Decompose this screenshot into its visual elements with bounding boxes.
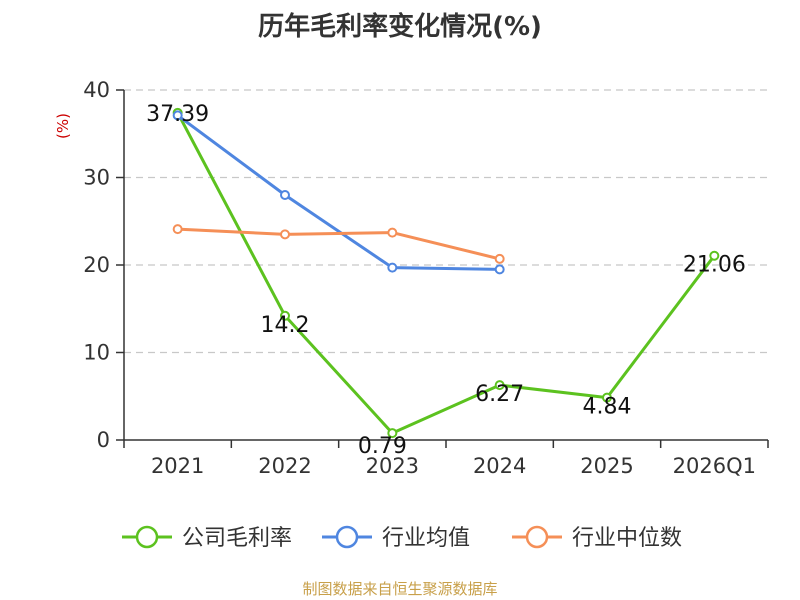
series-line-2 (177, 227, 501, 261)
y-axis-label: (%) (54, 113, 72, 139)
data-label: 6.27 (475, 382, 524, 407)
data-point[interactable] (494, 380, 505, 391)
legend-item-0[interactable]: 公司毛利率 (122, 525, 292, 551)
y-tick-label: 20 (83, 253, 110, 277)
chart-title: 历年毛利率变化情况(%) (258, 12, 542, 42)
data-label: 0.79 (358, 434, 407, 459)
x-tick-label: 2026Q1 (673, 454, 756, 478)
legend-label: 行业均值 (382, 526, 470, 551)
data-point[interactable] (602, 392, 612, 403)
legend[interactable]: 公司毛利率 行业均值 行业中位数 (122, 525, 682, 551)
legend-item-1[interactable]: 行业均值 (322, 525, 470, 551)
x-tick-label: 2022 (258, 454, 311, 478)
x-tick-label: 2023 (366, 454, 419, 478)
data-point[interactable] (494, 264, 505, 275)
legend-item-2[interactable]: 行业中位数 (512, 525, 682, 551)
legend-marker (135, 525, 159, 549)
legend-label: 行业中位数 (572, 526, 682, 551)
data-point[interactable] (280, 190, 290, 200)
series-line-1 (176, 114, 500, 271)
data-point[interactable] (280, 310, 290, 321)
data-point[interactable] (280, 229, 290, 240)
data-point[interactable] (387, 428, 398, 439)
legend-label: 公司毛利率 (182, 526, 292, 551)
axes: 0 10 20 30 40 (%) 2021 2022 2023 2024 2025 2026Q1 (54, 78, 769, 478)
series-lines (172, 107, 720, 439)
data-label: 37.39 (146, 102, 209, 127)
data-point[interactable] (172, 110, 183, 121)
data-label: 4.84 (583, 395, 632, 420)
data-label: 21.06 (683, 253, 746, 278)
y-tick-label: 30 (83, 166, 110, 190)
data-point[interactable] (172, 224, 183, 235)
source-note: 制图数据来自恒生聚源数据库 (302, 580, 498, 598)
y-tick-label: 0 (97, 428, 110, 452)
data-labels: 37.39 14.2 0.79 6.27 4.84 21.06 (146, 102, 746, 459)
y-tick-label: 10 (83, 341, 110, 365)
x-tick-label: 2021 (151, 454, 204, 478)
data-point[interactable] (387, 227, 398, 238)
data-point[interactable] (709, 250, 720, 261)
legend-marker (335, 525, 359, 549)
legend-marker (525, 525, 549, 549)
x-tick-label: 2025 (580, 454, 633, 478)
x-tick-label: 2024 (473, 454, 526, 478)
y-tick-label: 40 (83, 78, 110, 102)
data-point[interactable] (494, 253, 505, 264)
data-label: 14.2 (261, 313, 310, 338)
series-line-0 (176, 112, 716, 435)
data-point[interactable] (387, 262, 398, 273)
